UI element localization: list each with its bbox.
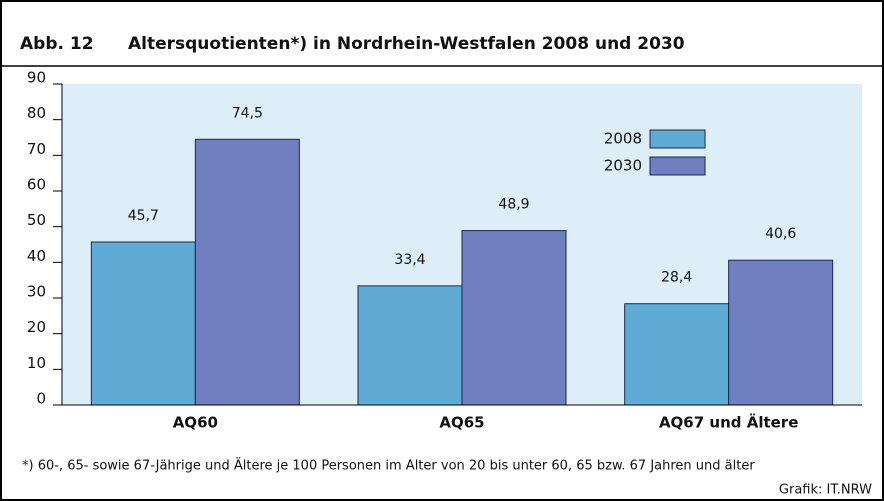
x-tick-label: AQ67 und Ältere bbox=[659, 413, 798, 432]
y-tick-label: 40 bbox=[27, 247, 46, 265]
legend-label: 2030 bbox=[604, 157, 642, 175]
y-tick-label: 0 bbox=[36, 390, 46, 408]
y-tick-label: 60 bbox=[27, 176, 46, 194]
y-tick-label: 70 bbox=[27, 140, 46, 158]
bar bbox=[624, 303, 730, 406]
bar bbox=[90, 241, 196, 406]
y-tick-label: 90 bbox=[27, 69, 46, 87]
figure-label: Abb. 12 bbox=[20, 34, 94, 54]
bar bbox=[357, 285, 463, 406]
bar bbox=[728, 259, 834, 406]
legend-label: 2008 bbox=[604, 130, 642, 148]
legend-swatch bbox=[649, 129, 706, 149]
value-label: 40,6 bbox=[765, 226, 796, 242]
value-label: 28,4 bbox=[661, 270, 692, 286]
value-label: 33,4 bbox=[394, 252, 425, 268]
source: Grafik: IT.NRW bbox=[779, 483, 872, 498]
y-tick-label: 50 bbox=[27, 211, 46, 229]
value-label: 48,9 bbox=[498, 197, 529, 213]
chart-title: Altersquotienten*) in Nordrhein-Westfale… bbox=[128, 34, 685, 54]
bar bbox=[194, 138, 300, 406]
x-tick-label: AQ65 bbox=[439, 414, 484, 432]
legend-swatch bbox=[649, 156, 706, 176]
value-label: 74,5 bbox=[232, 105, 263, 121]
y-tick-label: 30 bbox=[27, 283, 46, 301]
y-tick-label: 80 bbox=[27, 104, 46, 122]
bar bbox=[461, 230, 567, 406]
y-tick-label: 20 bbox=[27, 318, 46, 336]
footnote: *) 60-, 65- sowie 67-Jährige und Ältere … bbox=[22, 458, 755, 474]
value-label: 45,7 bbox=[128, 208, 159, 224]
x-tick-label: AQ60 bbox=[173, 414, 218, 432]
y-tick-label: 10 bbox=[27, 354, 46, 372]
